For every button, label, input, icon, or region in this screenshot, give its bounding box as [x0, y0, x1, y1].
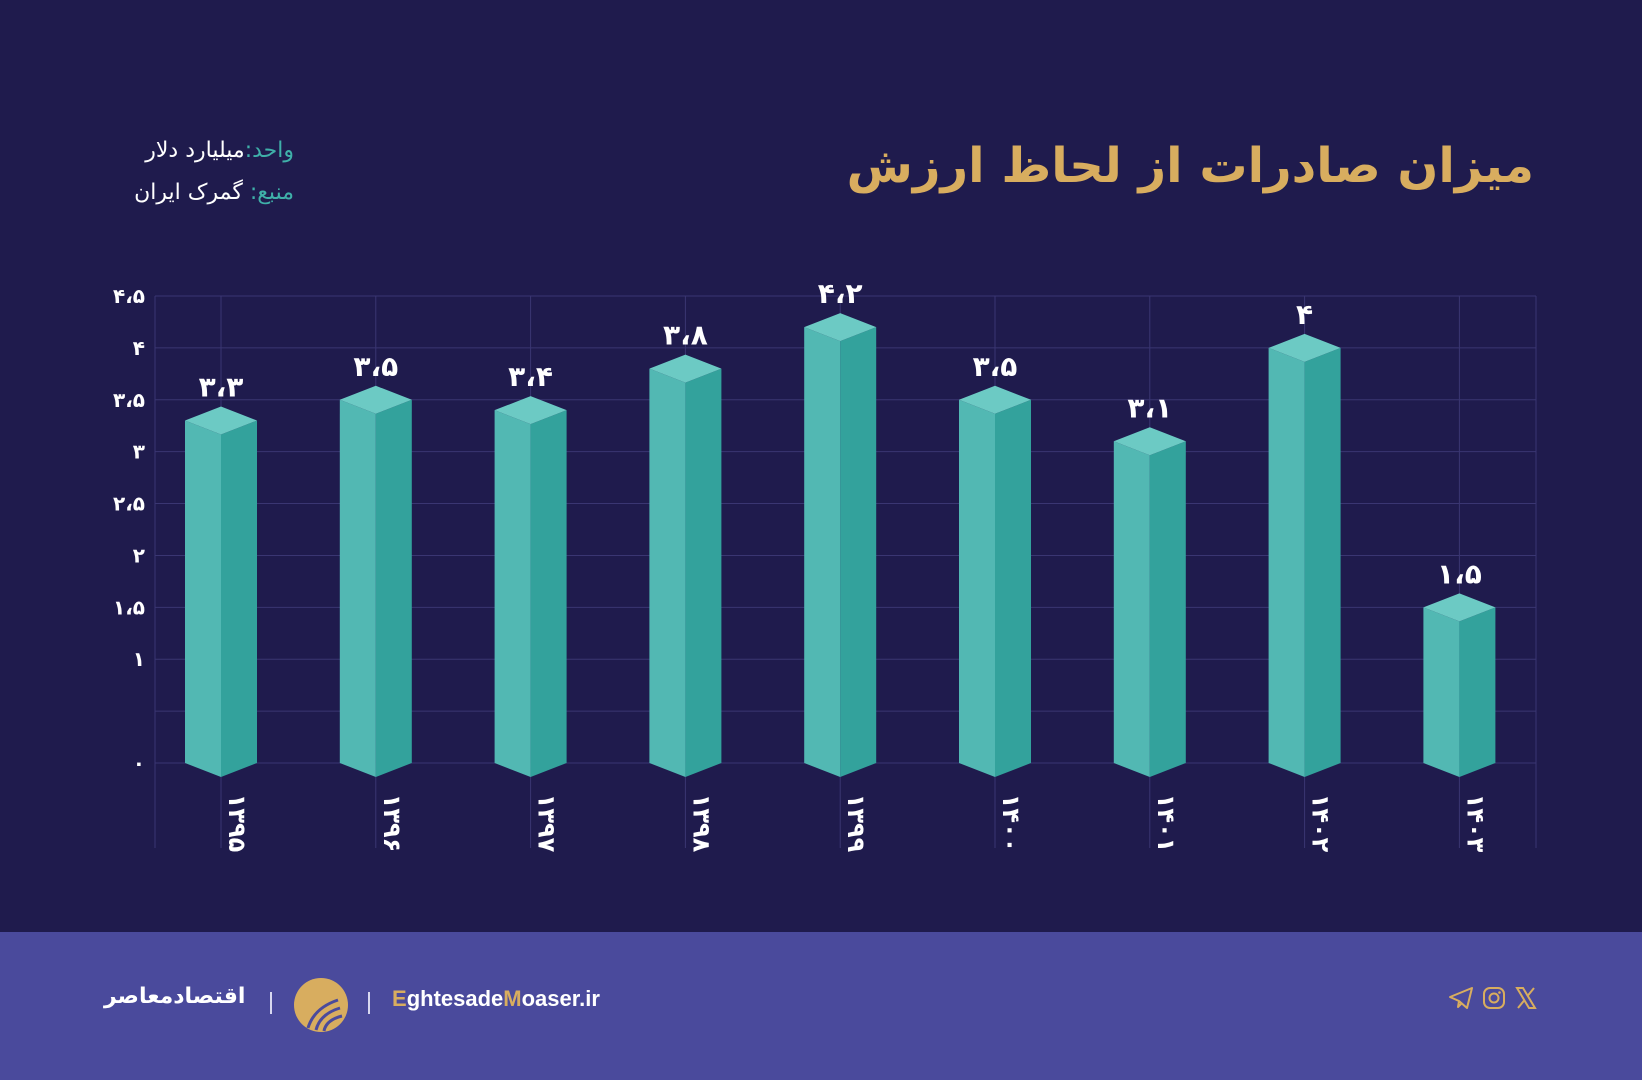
bar-chart: ۰ ۱ ۱،۵ ۲ ۲،۵ ۳ ۳،۵ ۴ ۴،۵ ۳،۳ ۱۳۹۵ ۳،۵ ۱۳۹۶ ۳،۴ ۱۳۹۷ ۳،… — [113, 277, 1537, 853]
y-tick-label: ۱ — [133, 647, 145, 671]
bar-left-face — [804, 327, 841, 777]
data-label: ۳،۵ — [353, 350, 398, 383]
y-tick-label: ۴ — [133, 336, 145, 360]
x-tick-label: ۱۴۰۳ — [1461, 794, 1489, 853]
data-label: ۳،۳ — [199, 371, 244, 404]
y-tick-label: ۲،۵ — [113, 492, 145, 516]
y-tick-label: ۰ — [133, 751, 145, 775]
source-value: گمرک ایران — [134, 180, 243, 205]
bar-left-face — [185, 420, 221, 777]
bar-left-face — [339, 399, 376, 777]
data-label: ۴ — [1296, 298, 1313, 331]
footer: اقتصادمعاصر EghtesadeMoaser.ir — [0, 932, 1642, 1080]
bar-right-face — [685, 368, 722, 777]
x-tick-label: ۱۳۹۶ — [378, 794, 406, 853]
bar-top-face — [649, 354, 722, 383]
page-title: میزان صادرات از لحاظ ارزش — [846, 138, 1534, 194]
social-links — [1448, 986, 1538, 1010]
source-line: منبع: گمرک ایران — [104, 172, 294, 214]
bar-right-face — [840, 327, 877, 777]
y-tick-label: ۳ — [133, 440, 145, 464]
y-tick-label: ۲ — [133, 543, 145, 567]
logo-icon — [294, 978, 348, 1032]
bar-top-face — [804, 313, 877, 342]
unit-line: واحد:میلیارد دلار — [104, 130, 294, 172]
bar-top-face — [1113, 427, 1186, 456]
bar-right-face — [221, 420, 257, 777]
bar-left-face — [1268, 347, 1305, 777]
x-tick-label: ۱۴۰۱ — [1152, 794, 1180, 853]
x-tick-label: ۱۳۹۹ — [842, 794, 870, 853]
bar-right-face — [1459, 607, 1496, 777]
bar-right-face — [995, 399, 1031, 777]
x-icon[interactable] — [1514, 986, 1538, 1010]
data-label: ۱،۵ — [1437, 557, 1482, 590]
x-tick-label: ۱۴۰۰ — [997, 794, 1025, 853]
bar-left-face — [494, 410, 531, 777]
divider — [368, 992, 370, 1014]
instagram-icon[interactable] — [1482, 986, 1506, 1010]
data-label: ۳،۴ — [508, 360, 553, 393]
bar-top-face — [185, 406, 257, 435]
chart-meta: واحد:میلیارد دلار منبع: گمرک ایران — [104, 130, 294, 214]
y-tick-label: ۴،۵ — [113, 284, 145, 308]
x-tick-label: ۱۴۰۲ — [1307, 794, 1335, 853]
y-tick-label: ۱،۵ — [113, 595, 145, 619]
data-label: ۳،۱ — [1127, 391, 1172, 424]
bar-left-face — [959, 399, 995, 777]
bar-right-face — [530, 410, 567, 777]
x-tick-label: ۱۳۹۸ — [687, 794, 715, 853]
site-letter: E — [392, 986, 407, 1011]
x-tick-label: ۱۳۹۷ — [533, 794, 561, 853]
brand-name: اقتصادمعاصر — [104, 984, 246, 1009]
bar-left-face — [649, 368, 686, 777]
y-tick-label: ۳،۵ — [113, 388, 145, 412]
x-tick-label: ۱۳۹۵ — [223, 794, 251, 853]
telegram-icon[interactable] — [1448, 986, 1474, 1010]
site-letter: M — [503, 986, 522, 1011]
bar-top-face — [959, 385, 1031, 414]
site-text: ghtesade — [406, 986, 504, 1011]
bar-top-face — [339, 385, 412, 414]
website-link[interactable]: EghtesadeMoaser.ir — [392, 986, 600, 1012]
data-label: ۳،۵ — [973, 350, 1018, 383]
divider — [270, 992, 272, 1014]
source-label: منبع: — [249, 180, 294, 205]
unit-value: میلیارد دلار — [145, 138, 245, 163]
bar-left-face — [1113, 441, 1150, 777]
unit-label: واحد: — [244, 138, 294, 163]
bar-right-face — [1149, 441, 1186, 777]
site-text: oaser.ir — [521, 986, 600, 1011]
data-label: ۴،۲ — [818, 277, 863, 310]
bar-right-face — [375, 399, 412, 777]
bar-top-face — [494, 396, 567, 425]
bar-top-face — [1268, 333, 1341, 362]
bar-top-face — [1423, 593, 1496, 622]
bar-left-face — [1423, 607, 1460, 777]
bar-right-face — [1304, 347, 1341, 777]
data-label: ۳،۸ — [663, 319, 708, 352]
